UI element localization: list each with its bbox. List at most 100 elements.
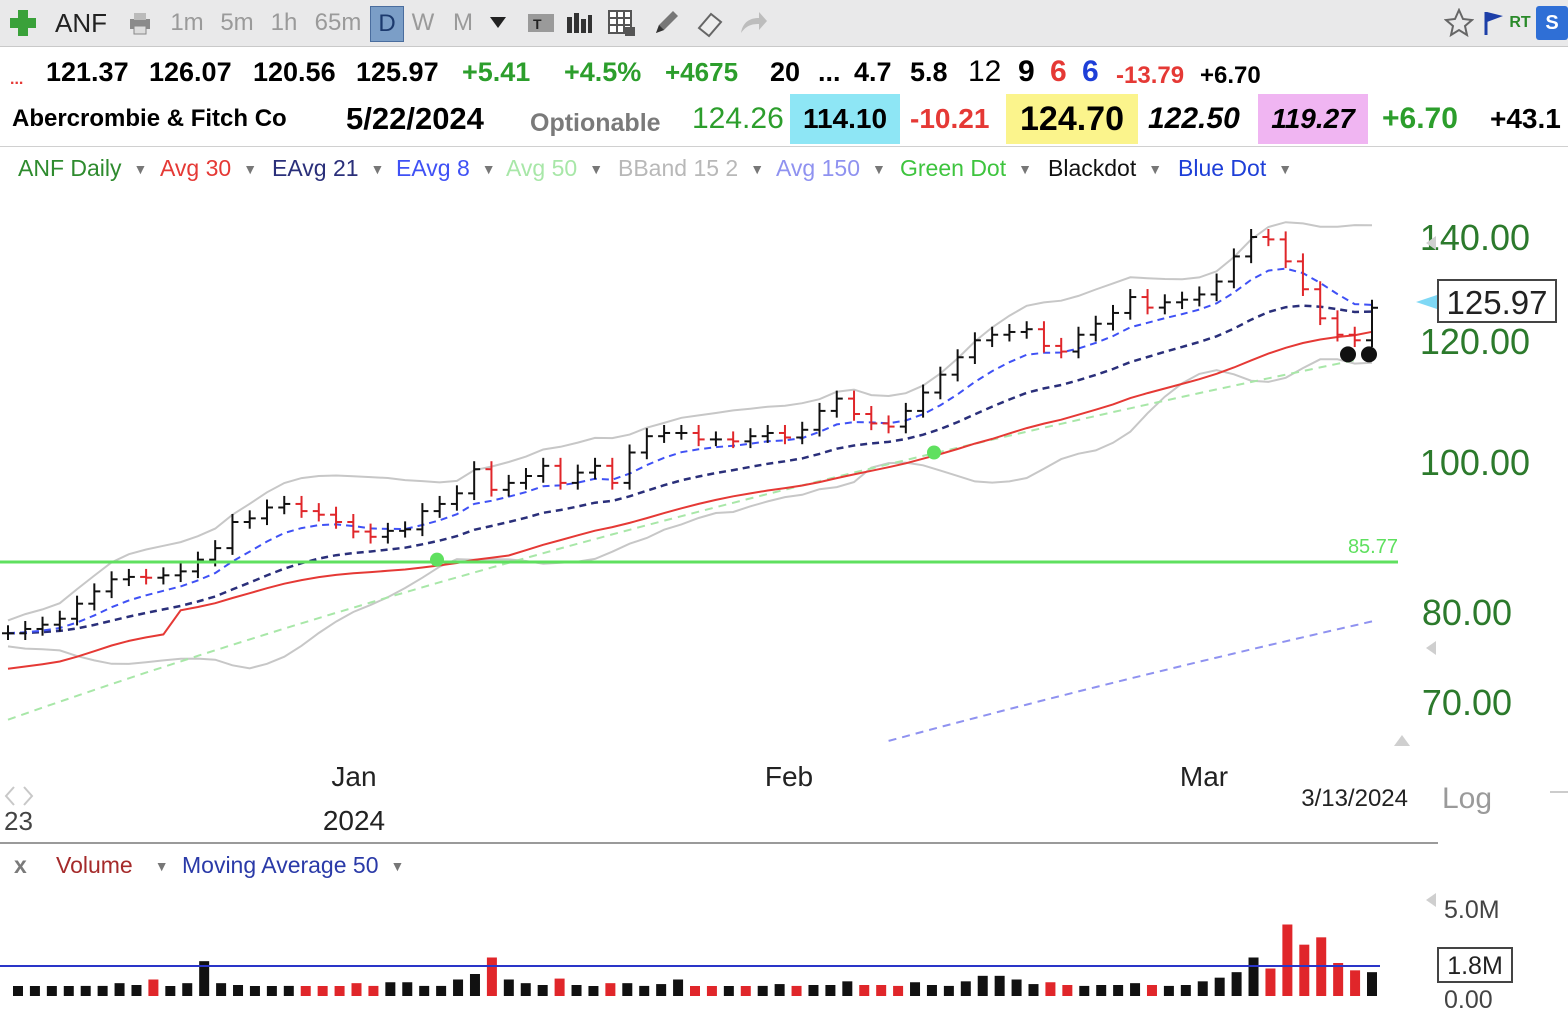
volume-bar: [926, 985, 937, 996]
legend-label: Avg 150: [776, 155, 860, 181]
timeframe-65m[interactable]: 65m: [314, 9, 362, 36]
price-axis-label: 80.00: [1422, 592, 1512, 633]
volume-legend[interactable]: Volume ▼: [56, 852, 169, 879]
info-row: Abercrombie & Fitch Co 5/22/2024 Optiona…: [0, 94, 1568, 144]
volume-close-button[interactable]: x: [14, 852, 27, 878]
grid-table-icon[interactable]: [604, 6, 640, 40]
avg-30-line: [7, 330, 1373, 670]
bar-chart-icon[interactable]: [562, 6, 596, 40]
axis-scroll-icon[interactable]: [1426, 236, 1436, 250]
volume-bars: [13, 924, 1377, 996]
current-price-box: [1437, 279, 1557, 323]
volume-bar: [317, 986, 328, 996]
volume-bar: [1163, 985, 1174, 996]
volume-bar: [283, 985, 294, 996]
legend-avg-30[interactable]: Avg 30 ▼: [160, 155, 257, 182]
volume-bar: [893, 985, 904, 996]
timeframe-daily[interactable]: D: [370, 6, 404, 42]
volume-bar: [757, 985, 768, 996]
legend-bband[interactable]: BBand 15 2 ▼: [618, 155, 764, 182]
green-dot-marker: [927, 445, 941, 460]
chart-type-icon[interactable]: T: [524, 6, 558, 40]
avg-50-line: [7, 359, 1355, 721]
volume-bar: [469, 974, 480, 996]
volume-bar: [1146, 985, 1157, 996]
realtime-badge[interactable]: RT: [1509, 14, 1531, 31]
quote-date: 5/22/2024: [346, 101, 484, 136]
volume-bar: [1248, 957, 1259, 996]
legend-eavg-21[interactable]: EAvg 21 ▼: [272, 155, 384, 182]
legend-green-dot[interactable]: Green Dot ▼: [900, 155, 1032, 182]
symbol-field[interactable]: ANF: [55, 7, 107, 38]
volume-bar: [876, 985, 887, 996]
moving-average-legend[interactable]: Moving Average 50 ▼: [182, 852, 404, 879]
volume-bar: [80, 985, 91, 996]
price-axis-label: 120.00: [1420, 321, 1530, 362]
price-axis-label: 100.00: [1420, 442, 1530, 483]
quote-close: 125.97: [356, 56, 439, 87]
signal-dots: [430, 346, 1377, 567]
timeframe-1h[interactable]: 1h: [270, 9, 298, 36]
price-chart[interactable]: 85.77 140.00 120.00 100.00 80.00 70.00 1…: [0, 190, 1568, 842]
avg-150-line: [888, 620, 1373, 742]
legend-anf-daily[interactable]: ANF Daily ▼: [18, 155, 147, 182]
share-arrow-icon[interactable]: [734, 6, 772, 40]
flag-icon[interactable]: [1480, 6, 1506, 40]
volume-bar: [1299, 944, 1310, 996]
volume-bar: [1197, 981, 1208, 996]
dropdown-arrow-icon: ▼: [1018, 160, 1032, 177]
volume-bar: [266, 986, 277, 996]
volume-bar: [486, 957, 497, 996]
volume-bar: [943, 985, 954, 996]
quote-low: 120.56: [253, 56, 336, 87]
volume-bar: [368, 985, 379, 996]
volume-bar: [1113, 985, 1124, 996]
dropdown-arrow-icon: ▼: [589, 160, 604, 177]
log-scale-toggle[interactable]: Log: [1442, 782, 1492, 815]
volume-bar: [723, 986, 734, 996]
volume-chart[interactable]: 5.0M 1.8M 0.00: [0, 844, 1568, 1018]
quote-field-1: 20: [770, 56, 801, 87]
month-label-jan: Jan: [331, 761, 376, 792]
timeframe-5m[interactable]: 5m: [220, 9, 254, 36]
green-dot-marker: [430, 552, 444, 567]
moving-average-title: Moving Average 50: [182, 852, 379, 878]
volume-bar: [656, 984, 667, 996]
month-label-mar: Mar: [1180, 761, 1228, 792]
volume-bar: [300, 986, 311, 996]
volume-ma-value: 1.8M: [1447, 952, 1503, 980]
dropdown-arrow-icon: ▼: [390, 857, 405, 874]
timeframe-monthly[interactable]: M: [453, 9, 473, 36]
volume-bar: [537, 985, 548, 996]
price-axis-label: 70.00: [1422, 682, 1512, 723]
star-icon[interactable]: [1442, 6, 1476, 40]
axis-scroll-icon[interactable]: [1426, 893, 1436, 907]
volume-bar: [910, 982, 921, 996]
legend-eavg-8[interactable]: EAvg 8 ▼: [396, 155, 496, 182]
legend-blackdot[interactable]: Blackdot ▼: [1048, 155, 1162, 182]
axis-scroll-icon[interactable]: [1394, 735, 1410, 746]
scan-badge[interactable]: S: [1536, 6, 1568, 40]
info-value-7: +6.70: [1382, 102, 1458, 135]
quote-row: ... 121.37 126.07 120.56 125.97 +5.41 +4…: [0, 52, 1568, 92]
volume-bar: [994, 975, 1005, 996]
volume-bar: [216, 983, 227, 996]
eraser-icon[interactable]: [692, 6, 728, 40]
volume-bar: [1028, 984, 1039, 996]
timeframe-dropdown-icon[interactable]: [486, 6, 510, 40]
print-icon[interactable]: [124, 6, 156, 40]
scroll-left-icon[interactable]: [4, 786, 34, 806]
volume-bar: [419, 985, 430, 996]
timeframe-weekly[interactable]: W: [411, 9, 435, 36]
timeframe-1m[interactable]: 1m: [170, 9, 204, 36]
axis-scroll-icon[interactable]: [1426, 641, 1436, 655]
indicator-lines: [7, 221, 1373, 742]
volume-bar: [1265, 968, 1276, 996]
volume-bar: [571, 985, 582, 996]
legend-avg-50[interactable]: Avg 50 ▼: [506, 155, 603, 182]
legend-avg-150[interactable]: Avg 150 ▼: [776, 155, 886, 182]
bband-upper-line: [7, 221, 1373, 622]
add-symbol-icon[interactable]: [6, 6, 40, 40]
draw-pencil-icon[interactable]: [648, 6, 684, 40]
legend-blue-dot[interactable]: Blue Dot ▼: [1178, 155, 1292, 182]
